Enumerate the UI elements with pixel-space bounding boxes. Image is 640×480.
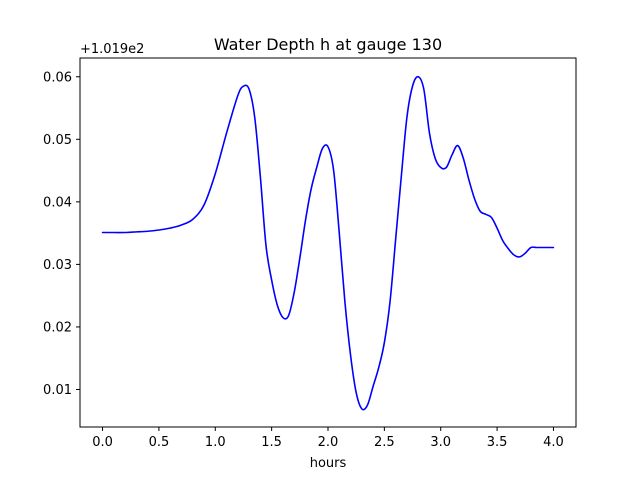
x-tick-label: 3.0 (430, 435, 451, 450)
x-tick-label: 1.5 (261, 435, 282, 450)
y-offset-label: +1.019e2 (80, 42, 144, 57)
x-tick-label: 2.0 (318, 435, 339, 450)
x-tick-label: 2.5 (374, 435, 395, 450)
x-axis: 0.0 0.5 1.0 1.5 2.0 2.5 3.0 3.5 4.0 (92, 427, 564, 450)
y-axis: 0.01 0.02 0.03 0.04 0.05 0.06 (43, 70, 80, 398)
chart-title: Water Depth h at gauge 130 (214, 35, 442, 54)
y-tick-label: 0.06 (43, 70, 72, 85)
y-tick-label: 0.04 (43, 195, 72, 210)
series-line (101, 75, 555, 411)
y-tick-label: 0.05 (43, 133, 72, 148)
y-tick-label: 0.01 (43, 383, 72, 398)
x-axis-label: hours (310, 456, 347, 471)
x-tick-label: 0.5 (149, 435, 170, 450)
y-tick-label: 0.02 (43, 320, 72, 335)
x-tick-label: 4.0 (543, 435, 564, 450)
y-tick-label: 0.03 (43, 258, 72, 273)
x-tick-label: 3.5 (487, 435, 508, 450)
x-tick-label: 0.0 (92, 435, 113, 450)
x-tick-label: 1.0 (205, 435, 226, 450)
